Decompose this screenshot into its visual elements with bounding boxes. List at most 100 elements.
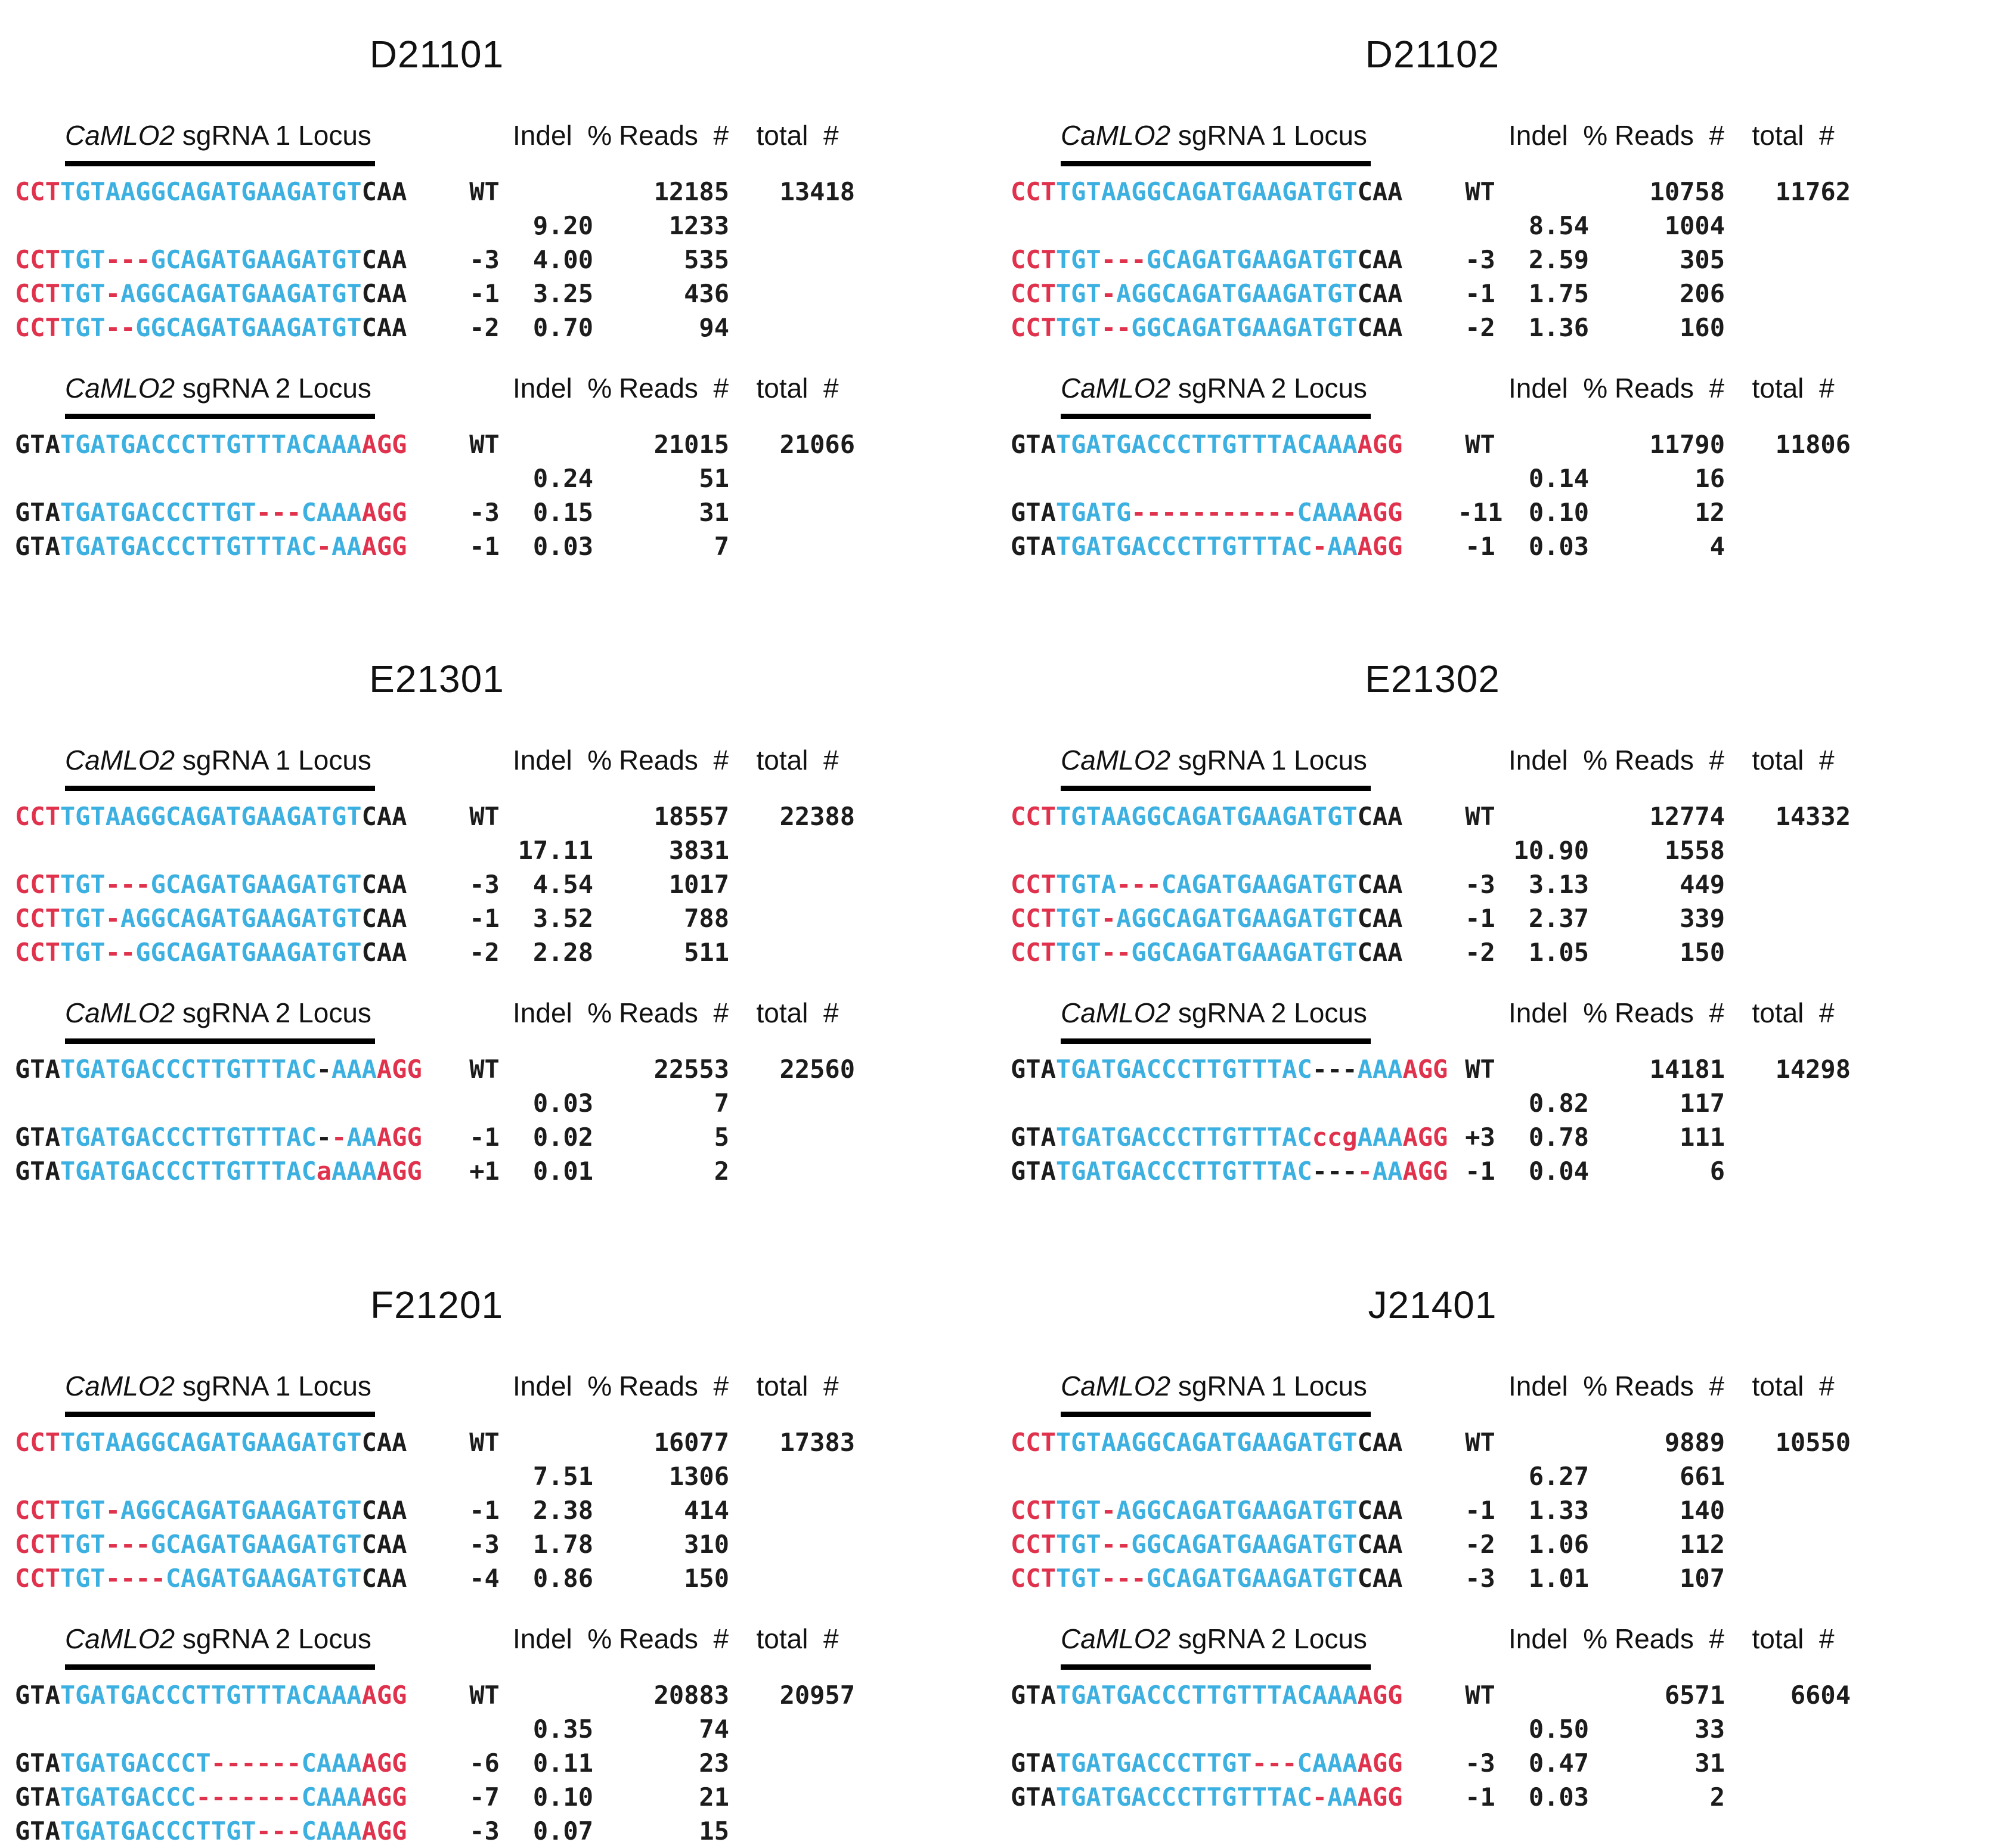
col-header-total: total # (756, 1371, 839, 1401)
reads-count: 206 (1680, 279, 1725, 308)
seq-segment-guide: TGATGACCCTTGTTTACAAA (60, 430, 362, 459)
reads-count: 18557 (653, 802, 729, 831)
sequence: CCTTGT--GGCAGATGAAGATGTCAA (15, 313, 456, 342)
indel-size-label: WT (469, 1055, 500, 1084)
seq-segment-guide: TGT (1055, 938, 1101, 967)
indel-percent: 0.03 (1528, 532, 1589, 561)
indel-size-label: -1 (469, 1496, 500, 1525)
indel-percent: 1.05 (1528, 938, 1589, 967)
locus-section-sgRNA-1: CaMLO2 sgRNA 1 Locus Indel % Reads # total … (15, 119, 996, 345)
reads-count: 4 (1709, 532, 1725, 561)
locus-title: CaMLO2 sgRNA 2 Locus (65, 997, 375, 1044)
sequence: CCTTGT-AGGCAGATGAAGATGTCAA (15, 279, 456, 308)
seq-segment-flank: CAA (361, 1496, 407, 1525)
seq-segment-guide: GCAGATGAAGATGT (1146, 245, 1358, 274)
sequence: GTATGATGACCCTTGT---CAAAAGG (1011, 1748, 1452, 1778)
indel-size-label: -4 (469, 1564, 500, 1593)
col-header-total: total # (756, 1623, 839, 1654)
seq-segment-red: CCT (1011, 177, 1056, 206)
col-header-reads: Reads # (618, 997, 729, 1028)
indel-percent: 17.11 (518, 836, 593, 865)
locus-title: CaMLO2 sgRNA 2 Locus (1061, 372, 1371, 419)
reads-count: 33 (1694, 1714, 1725, 1744)
indel-percent: 0.03 (532, 532, 593, 561)
total-count: 11762 (1775, 177, 1851, 206)
indel-size-label: -3 (1465, 245, 1495, 274)
seq-segment-guide: CAAA (301, 1816, 362, 1846)
seq-segment-red: - (1101, 1496, 1117, 1525)
seq-segment-red: CCT (15, 904, 60, 933)
reads-count: 310 (684, 1530, 729, 1559)
seq-segment-flank: GTA (15, 1156, 60, 1186)
seq-segment-guide: AGGCAGATGAAGATGT (120, 1496, 362, 1525)
seq-segment-guide: TGATGACCCTTGTTTACAAA (60, 1680, 362, 1710)
panel-title: D21101 (369, 33, 504, 76)
seq-segment-guide: TGATGACCCTTGTTTAC (60, 1156, 317, 1186)
indel-size-label: -1 (469, 904, 500, 933)
sequence-row-indel: GTATGATGACCCTTGTTTACaAAAAGG +1 0.01 2 (15, 1154, 996, 1188)
locus-header-row: CaMLO2 sgRNA 2 Locus Indel % Reads # total … (1011, 372, 1992, 419)
panel-d21102: D21102 CaMLO2 sgRNA 1 Locus Indel % Reads #… (996, 0, 1992, 625)
seq-segment-red: AGG (361, 1816, 407, 1846)
sequence-row-indel: CCTTGT-AGGCAGATGAAGATGTCAA -1 3.52 788 (15, 901, 996, 935)
sequence-row-summary: 17.11 3831 (15, 833, 996, 867)
seq-segment-guide: TGATGACCCTTGT (60, 498, 256, 527)
seq-segment-guide: GGCAGATGAAGATGT (1131, 313, 1358, 342)
locus-header-row: CaMLO2 sgRNA 1 Locus Indel % Reads # total … (1011, 119, 1992, 166)
reads-count: 6 (1709, 1156, 1725, 1186)
seq-segment-guide: TGT (1055, 313, 1101, 342)
seq-segment-flank: GTA (15, 532, 60, 561)
seq-segment-flank: GTA (15, 430, 60, 459)
sequence: CCTTGTAAGGCAGATGAAGATGTCAA (1011, 1428, 1452, 1457)
sequence-row-wt: CCTTGTAAGGCAGATGAAGATGTCAA WT 18557 22388 (15, 799, 996, 833)
indel-size-label: -3 (1465, 1748, 1495, 1778)
seq-segment-guide: AA (1327, 532, 1358, 561)
seq-segment-guide: CAAA (301, 1748, 362, 1778)
sequence-row-indel: CCTTGT----CAGATGAAGATGTCAA -4 0.86 150 (15, 1561, 996, 1595)
indel-size-label: -2 (1465, 1530, 1495, 1559)
sequence-row-indel: CCTTGT---GCAGATGAAGATGTCAA -3 1.01 107 (1011, 1561, 1992, 1595)
reads-count: 10758 (1649, 177, 1725, 206)
panel-title: E21301 (369, 658, 504, 700)
sequence-row-wt: GTATGATGACCCTTGTTTACAAAAGG WT 21015 21066 (15, 427, 996, 461)
seq-segment-red: -- (1101, 938, 1132, 967)
total-count: 10550 (1775, 1428, 1851, 1457)
sequence-row-indel: GTATGATGACCCTTGT---CAAAAGG -3 0.07 15 (15, 1814, 996, 1848)
indel-size-label: WT (1465, 802, 1495, 831)
indel-percent: 7.51 (532, 1462, 593, 1491)
sequence: GTATGATGACCCTTGTTTAC-AAAAGG (15, 1055, 456, 1084)
sequence: CCTTGTA---CAGATGAAGATGTCAA (1011, 870, 1452, 899)
seq-segment-guide: TGATGACCCTTGTTTAC (1055, 1782, 1312, 1812)
seq-segment-guide: GGCAGATGAAGATGT (1131, 938, 1358, 967)
reads-count: 9889 (1664, 1428, 1725, 1457)
col-header-indel: Indel % (1508, 745, 1608, 776)
indel-percent: 0.78 (1528, 1123, 1589, 1152)
sequence-row-indel: CCTTGT-AGGCAGATGAAGATGTCAA -1 1.75 206 (1011, 277, 1992, 311)
seq-segment-flank: CAA (1357, 177, 1403, 206)
indel-percent: 2.38 (532, 1496, 593, 1525)
seq-segment-flank: CAA (1357, 1530, 1403, 1559)
indel-size-label: -2 (1465, 938, 1495, 967)
panel-e21301: E21301 CaMLO2 sgRNA 1 Locus Indel % Reads #… (0, 625, 996, 1251)
seq-segment-red: AGG (1357, 430, 1403, 459)
col-header-reads: Reads # (1614, 120, 1725, 151)
indel-percent: 8.54 (1528, 211, 1589, 240)
col-header-total: total # (756, 745, 839, 776)
gene-name: CaMLO2 (1061, 373, 1171, 404)
seq-segment-red: CCT (15, 1530, 60, 1559)
seq-segment-flank: CAA (361, 279, 407, 308)
seq-segment-flank: CAA (1357, 802, 1403, 831)
sequence: GTATGATGACCCTTGTTTACAAAAGG (15, 1680, 456, 1710)
sequence: CCTTGT-AGGCAGATGAAGATGTCAA (1011, 1496, 1452, 1525)
sequence-row-wt: GTATGATGACCCTTGTTTACAAAAGG WT 20883 20957 (15, 1678, 996, 1712)
indel-size-label: WT (1465, 430, 1495, 459)
locus-title: CaMLO2 sgRNA 2 Locus (1061, 1623, 1371, 1670)
indel-percent: 10.90 (1513, 836, 1589, 865)
sequence: GTATGATGACCCTTGTTTAC-AAAGG (1011, 1782, 1452, 1812)
seq-segment-flank: CAA (1357, 1564, 1403, 1593)
reads-count: 305 (1680, 245, 1725, 274)
sequence-row-wt: CCTTGTAAGGCAGATGAAGATGTCAA WT 9889 10550 (1011, 1425, 1992, 1459)
reads-count: 94 (699, 313, 729, 342)
seq-segment-guide: AA (1327, 1782, 1358, 1812)
seq-segment-guide: GCAGATGAAGATGT (150, 1530, 362, 1559)
